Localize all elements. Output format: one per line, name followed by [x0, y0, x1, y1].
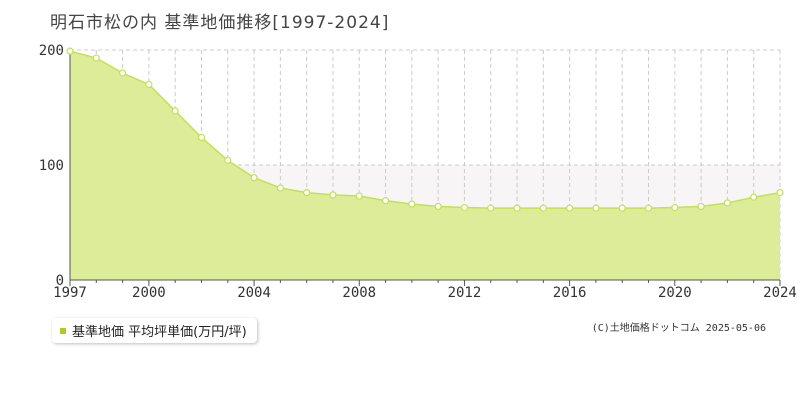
y-tick-label: 0: [56, 273, 64, 289]
data-point: [776, 189, 784, 197]
copyright-text: (C)土地価格ドットコム 2025-05-06: [591, 323, 766, 334]
x-tick-label: 2000: [132, 285, 166, 301]
data-point: [355, 192, 363, 200]
x-tick-label: 2024: [763, 285, 797, 301]
data-point: [303, 189, 311, 197]
chart-legend: 基準地価 平均坪単価(万円/坪): [52, 318, 257, 343]
data-point: [644, 204, 653, 212]
data-point: [66, 47, 74, 55]
y-tick-label: 100: [39, 158, 64, 174]
data-point: [539, 204, 547, 212]
data-point: [487, 204, 495, 212]
data-point: [381, 197, 390, 205]
data-point: [224, 156, 232, 164]
x-tick-label: 2020: [658, 285, 692, 301]
series-area: [70, 51, 780, 281]
x-tick-label: 2016: [553, 285, 587, 301]
data-point: [118, 69, 127, 77]
data-point: [513, 204, 521, 212]
series-line: [69, 50, 781, 209]
data-point: [697, 202, 705, 210]
data-point: [250, 174, 258, 182]
legend-swatch: [60, 327, 66, 334]
data-point: [750, 193, 758, 201]
data-point: [671, 203, 679, 212]
x-tick-label: 2008: [342, 285, 376, 301]
data-point: [434, 202, 442, 210]
data-point: [171, 107, 179, 115]
chart-title: 明石市松の内 基準地価推移[1997-2024]: [50, 13, 390, 33]
data-point: [145, 80, 153, 89]
data-point: [276, 184, 284, 192]
data-point: [566, 204, 574, 212]
data-point: [618, 204, 626, 212]
data-point: [197, 133, 206, 141]
x-tick-label: 2012: [448, 285, 482, 301]
x-tick-label: 2004: [237, 285, 271, 301]
data-point: [92, 54, 100, 62]
data-point: [592, 204, 600, 212]
data-point: [408, 200, 416, 208]
legend-label: 基準地価 平均坪単価(万円/坪): [72, 325, 247, 340]
data-point: [723, 199, 732, 207]
y-tick-label: 200: [39, 43, 64, 59]
data-point: [460, 203, 469, 212]
data-point: [329, 191, 337, 199]
x-tick-label: 1997: [53, 285, 87, 301]
